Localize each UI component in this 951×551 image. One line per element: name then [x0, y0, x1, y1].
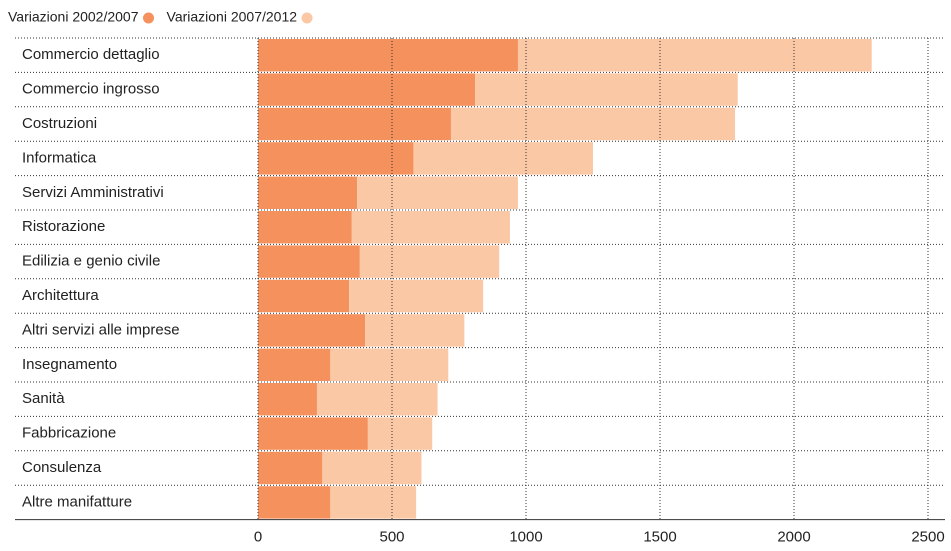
bar-segment [258, 211, 352, 244]
category-label: Insegnamento [22, 356, 117, 373]
bar-segment [258, 486, 331, 519]
bar-segment [316, 383, 438, 416]
bar-segment [413, 142, 593, 175]
category-label: Servizi Amministrativi [22, 184, 164, 201]
bar-segment [258, 451, 323, 485]
bar-segment [258, 107, 451, 141]
bar-segment [258, 73, 476, 106]
bar-segment [357, 176, 518, 209]
category-label: Informatica [22, 149, 97, 166]
category-label: Edilizia e genio civile [22, 253, 160, 270]
x-tick-label: 500 [379, 529, 404, 546]
x-tick-label: 2000 [777, 529, 810, 546]
category-label: Ristorazione [22, 218, 105, 235]
category-label: Altre manifatture [22, 493, 132, 510]
bar-segment [258, 417, 368, 450]
category-label: Costruzioni [22, 115, 97, 132]
bar-segment [258, 279, 350, 313]
legend-label: Variazioni 2007/2012 [167, 9, 298, 25]
x-tick-label: 0 [254, 529, 262, 546]
bar-segment [330, 348, 449, 381]
bar-segment [258, 142, 414, 175]
bar-segment [258, 383, 317, 416]
category-label: Altri servizi alle imprese [22, 321, 180, 338]
bar-segment [258, 176, 358, 209]
category-label: Commercio dettaglio [22, 46, 160, 63]
category-label: Architettura [22, 287, 99, 304]
bar-segment [351, 211, 510, 244]
bar-segment [258, 314, 366, 347]
bar-segment [517, 39, 872, 72]
bar-segment [258, 245, 360, 278]
category-label: Commercio ingrosso [22, 81, 160, 98]
bar-segment [258, 348, 331, 381]
bar-segment [349, 279, 484, 313]
x-tick-label: 1500 [643, 529, 676, 546]
category-label: Fabbricazione [22, 425, 116, 442]
bar-segment [475, 73, 738, 106]
category-label: Sanità [22, 390, 65, 407]
legend-label: Variazioni 2002/2007 [8, 9, 139, 25]
x-tick-label: 2500 [911, 529, 944, 546]
legend-swatch [301, 12, 313, 24]
legend-swatch [143, 12, 155, 24]
bar-segment [365, 314, 465, 347]
x-tick-label: 1000 [509, 529, 542, 546]
bar-segment [367, 417, 433, 450]
bar-segment [359, 245, 500, 278]
bar-segment [450, 107, 736, 141]
category-label: Consulenza [22, 459, 102, 476]
bar-segment [330, 486, 417, 519]
bar-segment [258, 39, 518, 72]
bar-segment [322, 451, 422, 485]
